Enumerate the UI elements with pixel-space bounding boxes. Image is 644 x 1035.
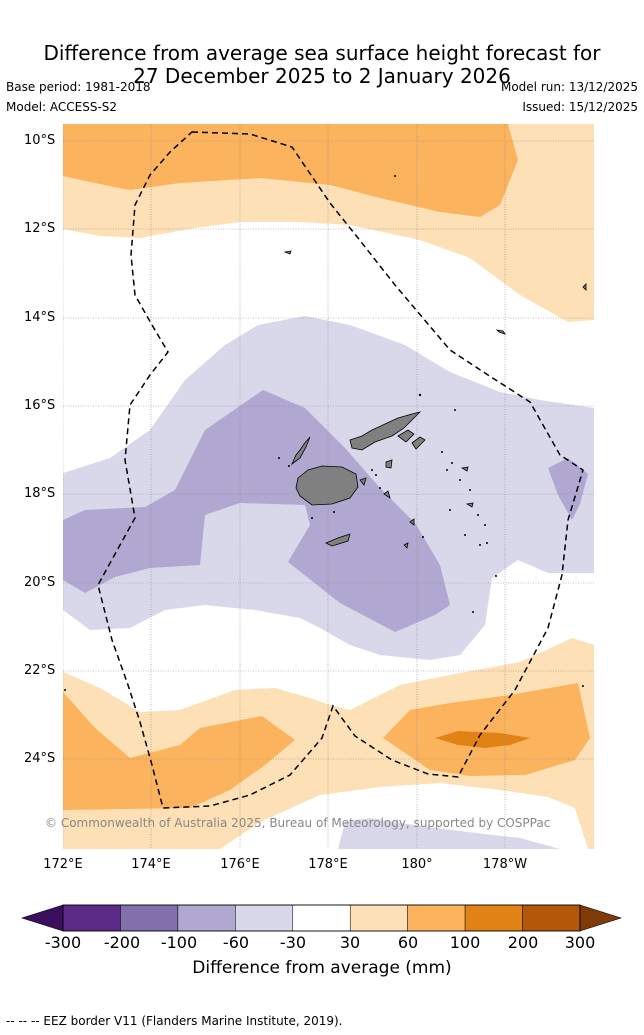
colorbar-tick: -200	[103, 933, 141, 952]
title-line-2: 27 December 2025 to 2 January 2026	[133, 64, 511, 88]
title-line-1: Difference from average sea surface heig…	[43, 41, 601, 65]
colorbar-bin	[177, 904, 236, 932]
south-anomaly-near-zero	[220, 783, 588, 849]
southeast-anomaly-100-200	[435, 731, 530, 748]
vanua-levu-island	[349, 411, 422, 451]
lon-label: 180°	[401, 857, 433, 872]
lat-label: 16°S	[24, 398, 56, 413]
colorbar-bin	[235, 904, 294, 932]
colorbar-tick: 30	[339, 933, 361, 952]
base-period: Base period: 1981-2018	[6, 80, 151, 94]
lat-label: 18°S	[24, 486, 56, 501]
colorbar-under-arrow	[21, 904, 64, 932]
eez-legend: -- -- -- EEZ border V11 (Flanders Marine…	[6, 1014, 343, 1028]
colorbar-tick: 60	[397, 933, 419, 952]
colorbar-bin	[407, 904, 466, 932]
model-run: Model run: 13/12/2025	[500, 80, 638, 94]
kadavu-island	[325, 533, 351, 547]
lon-label: 178°W	[482, 857, 528, 872]
model-name: Model: ACCESS-S2	[6, 100, 118, 114]
lat-label: 14°S	[24, 310, 56, 325]
lon-label: 178°E	[308, 857, 348, 872]
lon-label: 174°E	[131, 857, 171, 872]
lat-label: 24°S	[24, 751, 56, 766]
fiji-islands	[283, 250, 587, 549]
taveuni-island	[397, 429, 415, 443]
copyright-notice: © Commonwealth of Australia 2025, Bureau…	[45, 816, 551, 830]
colorbar-bin	[62, 904, 121, 932]
colorbar-bin	[522, 904, 581, 932]
issued-date: Issued: 15/12/2025	[522, 100, 638, 114]
colorbar-tick: -60	[222, 933, 250, 952]
south-anomaly-60-100	[63, 692, 295, 810]
colorbar-bin	[292, 904, 351, 932]
colorbar-bin	[120, 904, 179, 932]
lat-label: 22°S	[24, 663, 56, 678]
colorbar-label: Difference from average (mm)	[192, 958, 452, 978]
colorbar-tick: -100	[160, 933, 198, 952]
north-anomaly-60-100	[63, 124, 518, 217]
colorbar-over-arrow	[579, 904, 622, 932]
colorbar-tick: 300	[564, 933, 596, 952]
lat-label: 10°S	[24, 133, 56, 148]
lon-label: 172°E	[43, 857, 83, 872]
colorbar-tick: -30	[279, 933, 307, 952]
east-anomaly-minus60-100	[548, 458, 588, 520]
central-anomaly-minus60-100	[63, 390, 450, 632]
lat-label: 20°S	[24, 575, 56, 590]
eez-border	[97, 131, 584, 809]
colorbar-tick: -300	[44, 933, 82, 952]
colorbar-tick: 100	[449, 933, 481, 952]
lat-label: 12°S	[24, 221, 56, 236]
colorbar	[21, 904, 622, 932]
viti-levu-island	[295, 465, 359, 506]
south-anomaly-minus30-60	[338, 818, 560, 849]
colorbar-bin	[464, 904, 523, 932]
lon-label: 176°E	[220, 857, 260, 872]
southeast-anomaly-60-100	[383, 683, 590, 776]
small-islands	[64, 175, 584, 691]
colorbar-tick: 200	[507, 933, 539, 952]
colorbar-bin	[349, 904, 408, 932]
